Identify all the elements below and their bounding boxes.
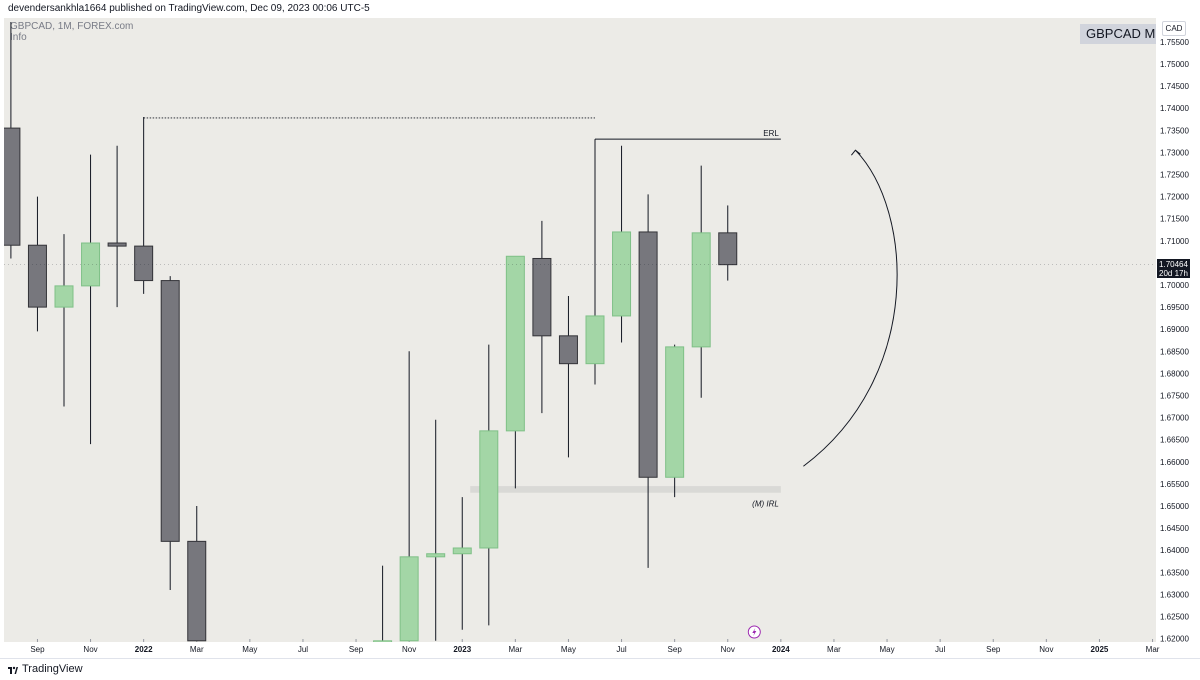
currency-button[interactable]: CAD bbox=[1162, 21, 1186, 36]
time-tick-label: Mar bbox=[190, 645, 204, 654]
footer-bar: TradingView bbox=[0, 658, 1200, 680]
price-tick-label: 1.66500 bbox=[1160, 436, 1189, 445]
candle-body bbox=[27, 244, 47, 308]
time-tick-label: Nov bbox=[721, 645, 735, 654]
price-tick-label: 1.66000 bbox=[1160, 458, 1189, 467]
price-tick-label: 1.62500 bbox=[1160, 613, 1189, 622]
price-tick-label: 1.64000 bbox=[1160, 546, 1189, 555]
price-tick-label: 1.74000 bbox=[1160, 104, 1189, 113]
time-tick-label: Mar bbox=[1146, 645, 1160, 654]
candle-body bbox=[134, 245, 154, 282]
plot-area[interactable] bbox=[4, 18, 1156, 642]
time-tick-label: 2022 bbox=[135, 645, 153, 654]
candle-body bbox=[373, 640, 393, 642]
irl-zone bbox=[470, 486, 781, 493]
candle-body bbox=[532, 257, 552, 337]
symbol-legend[interactable]: GBPCAD, 1M, FOREX.com bbox=[10, 21, 134, 32]
time-tick-label: Nov bbox=[402, 645, 416, 654]
ticker-badge: GBPCAD M bbox=[1080, 24, 1162, 44]
price-tick-label: 1.62000 bbox=[1160, 635, 1189, 644]
price-tick-label: 1.68500 bbox=[1160, 347, 1189, 356]
candle-body bbox=[612, 231, 632, 317]
candle-body bbox=[558, 335, 578, 365]
candle-body bbox=[81, 242, 101, 287]
candle-body bbox=[160, 280, 180, 542]
last-price-value: 1.70464 bbox=[1159, 260, 1188, 269]
time-tick-label: Sep bbox=[668, 645, 683, 654]
time-tick-label: Mar bbox=[827, 645, 841, 654]
price-tick-label: 1.75500 bbox=[1160, 38, 1189, 47]
last-price-countdown: 20d 17h bbox=[1159, 269, 1188, 278]
price-tick-label: 1.67500 bbox=[1160, 392, 1189, 401]
candle-body bbox=[54, 285, 74, 308]
last-price-label: 1.70464 20d 17h bbox=[1157, 259, 1190, 278]
time-tick-label: Nov bbox=[1039, 645, 1053, 654]
erl-label: ERL bbox=[763, 129, 779, 138]
tradingview-brand-text: TradingView bbox=[22, 663, 83, 675]
time-tick-label: 2024 bbox=[772, 645, 790, 654]
price-tick-label: 1.67000 bbox=[1160, 414, 1189, 423]
price-tick-label: 1.69000 bbox=[1160, 325, 1189, 334]
price-tick-label: 1.68000 bbox=[1160, 369, 1189, 378]
price-tick-label: 1.71500 bbox=[1160, 215, 1189, 224]
candle-body bbox=[107, 242, 127, 247]
time-tick-label: May bbox=[242, 645, 257, 654]
time-tick-label: Jul bbox=[616, 645, 626, 654]
price-tick-label: 1.63000 bbox=[1160, 590, 1189, 599]
candle-body bbox=[718, 232, 738, 266]
price-tick-label: 1.69500 bbox=[1160, 303, 1189, 312]
candle-body bbox=[4, 127, 21, 246]
candle-body bbox=[638, 231, 658, 478]
candles-group: ERL (M) IRL bbox=[4, 22, 898, 642]
curved-arrow-head bbox=[851, 149, 861, 156]
irl-label: (M) IRL bbox=[752, 500, 779, 509]
price-tick-label: 1.65000 bbox=[1160, 502, 1189, 511]
price-tick-label: 1.64500 bbox=[1160, 524, 1189, 533]
tradingview-logo-icon bbox=[8, 666, 18, 674]
price-tick-label: 1.71000 bbox=[1160, 237, 1189, 246]
candle-body bbox=[665, 346, 685, 478]
time-tick-label: Jul bbox=[935, 645, 945, 654]
price-tick-label: 1.72000 bbox=[1160, 193, 1189, 202]
price-tick-label: 1.74500 bbox=[1160, 82, 1189, 91]
candle-body bbox=[585, 315, 605, 365]
time-tick-label: 2023 bbox=[453, 645, 471, 654]
time-tick-label: May bbox=[879, 645, 894, 654]
price-tick-label: 1.75000 bbox=[1160, 60, 1189, 69]
price-tick-label: 1.70000 bbox=[1160, 281, 1189, 290]
candle-body bbox=[505, 255, 525, 432]
price-tick-label: 1.73500 bbox=[1160, 126, 1189, 135]
candle-body bbox=[399, 556, 419, 642]
time-tick-label: Nov bbox=[83, 645, 97, 654]
candle-body bbox=[691, 232, 711, 348]
time-tick-label: 2025 bbox=[1091, 645, 1109, 654]
published-by-text: devendersankhla1664 published on Trading… bbox=[8, 3, 370, 14]
price-tick-label: 1.63500 bbox=[1160, 568, 1189, 577]
time-tick-label: Mar bbox=[508, 645, 522, 654]
candle-body bbox=[452, 547, 472, 555]
time-tick-label: Sep bbox=[349, 645, 364, 654]
lightning-icon bbox=[752, 628, 757, 636]
price-tick-label: 1.72500 bbox=[1160, 171, 1189, 180]
price-tick-label: 1.65500 bbox=[1160, 480, 1189, 489]
candle-body bbox=[187, 540, 207, 642]
price-axis[interactable] bbox=[1156, 18, 1200, 642]
candle-body bbox=[426, 553, 446, 558]
curved-arrow-path bbox=[803, 149, 898, 467]
time-tick-label: Jul bbox=[298, 645, 308, 654]
time-tick-label: Sep bbox=[986, 645, 1001, 654]
time-tick-label: Sep bbox=[30, 645, 45, 654]
price-tick-label: 1.73000 bbox=[1160, 148, 1189, 157]
candle-body bbox=[479, 430, 499, 549]
time-tick-label: May bbox=[561, 645, 576, 654]
info-legend[interactable]: Info bbox=[10, 32, 27, 43]
